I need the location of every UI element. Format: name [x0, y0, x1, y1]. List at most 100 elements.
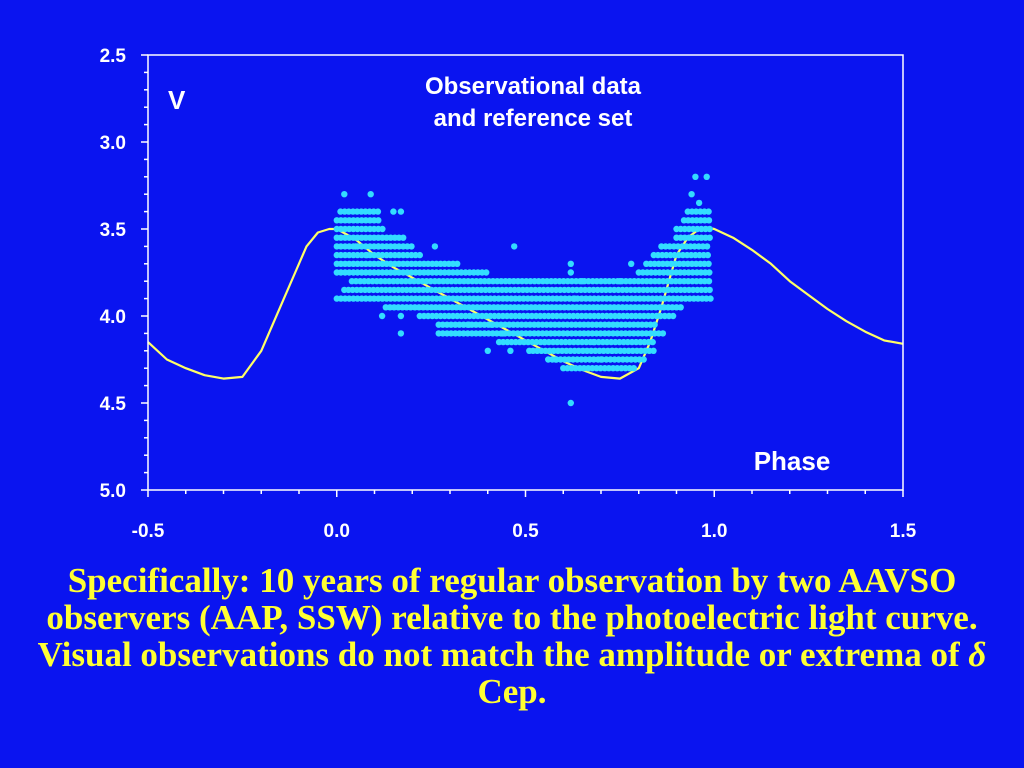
observation-point — [659, 330, 667, 337]
observation-point — [650, 347, 657, 354]
observation-point — [705, 278, 713, 285]
x-tick-label: 0.0 — [324, 521, 350, 542]
observation-point — [363, 251, 371, 259]
y-tick-label: 2.5 — [100, 46, 127, 67]
observation-point — [454, 260, 461, 267]
observation-point — [375, 243, 382, 250]
reference-curve-line — [147, 226, 904, 380]
observation-point — [703, 173, 710, 180]
observation-point — [499, 330, 506, 337]
observation-point — [567, 399, 574, 407]
observation-row — [333, 260, 712, 267]
observation-point — [695, 199, 703, 207]
observation-point — [352, 243, 359, 250]
observation-point — [688, 191, 695, 198]
chart-title-line: and reference set — [434, 105, 633, 132]
observation-point — [526, 347, 533, 354]
caption-main-text: Specifically: 10 years of regular observ… — [37, 561, 978, 674]
labels-group: 2.5 3.0 3.5 4.0 4.5 5.0 -0.5 0.0 0.5 1.0 1.5 Observ… — [100, 46, 917, 542]
observation-point — [597, 356, 605, 363]
y-tick-label: 5.0 — [100, 481, 126, 502]
observation-point — [651, 321, 658, 328]
observation-row — [333, 243, 711, 250]
observation-row — [545, 356, 647, 363]
x-tick-label: 1.0 — [701, 521, 727, 542]
observation-point — [578, 278, 586, 285]
observation-point — [609, 347, 616, 354]
y-tick-label: 3.0 — [100, 133, 126, 154]
observation-point — [400, 234, 407, 241]
observation-row — [348, 278, 713, 285]
observation-point — [706, 286, 713, 294]
observation-point — [616, 278, 624, 285]
observation-row — [341, 286, 713, 294]
observation-point — [397, 312, 405, 320]
x-tick-label: -0.5 — [132, 521, 165, 542]
observation-row — [435, 330, 667, 337]
observation-point — [706, 269, 713, 276]
observation-row — [495, 338, 656, 346]
observation-point — [390, 208, 397, 215]
observation-row — [333, 234, 713, 241]
observation-point — [507, 347, 514, 354]
axes-group — [141, 54, 904, 497]
observation-point — [705, 217, 713, 224]
observation-point — [341, 191, 348, 198]
observation-point — [541, 338, 548, 346]
observation-point — [397, 208, 405, 215]
observation-point — [567, 260, 574, 267]
observation-point — [511, 243, 518, 250]
observation-point — [397, 330, 405, 337]
observation-row — [337, 208, 712, 215]
x-tick-label: 1.5 — [890, 521, 917, 542]
observation-point — [706, 234, 713, 241]
observation-point — [692, 173, 699, 180]
caption-delta-symbol: δ — [968, 635, 987, 674]
observations-group — [333, 173, 714, 407]
x-axis-label: Phase — [754, 446, 831, 476]
observation-row — [333, 251, 711, 259]
observation-point — [669, 312, 677, 320]
observation-point — [705, 208, 712, 215]
observation-point — [705, 260, 712, 267]
y-tick-label: 4.0 — [100, 307, 126, 328]
observation-point — [703, 243, 711, 250]
observation-point — [706, 225, 713, 233]
y-axis-label: V — [168, 85, 186, 115]
observation-row — [333, 217, 713, 224]
light-curve-chart: 2.5 3.0 3.5 4.0 4.5 5.0 -0.5 0.0 0.5 1.0 1.5 Observ… — [100, 46, 917, 542]
observation-point — [628, 260, 635, 267]
y-tick-label: 4.5 — [100, 394, 127, 415]
observation-point — [571, 295, 578, 302]
observation-point — [374, 208, 382, 215]
observation-point — [375, 217, 382, 224]
observation-point — [431, 243, 439, 250]
observation-point — [630, 365, 637, 372]
observation-point — [488, 321, 495, 328]
observation-point — [416, 251, 423, 259]
observation-point — [640, 356, 647, 363]
observation-point — [567, 269, 574, 276]
x-tick-label: 0.5 — [512, 521, 539, 542]
slide-caption: Specifically: 10 years of regular observ… — [20, 562, 1004, 710]
observation-row — [560, 365, 637, 372]
observation-row — [382, 304, 684, 311]
observation-point — [379, 225, 386, 233]
observation-row — [333, 295, 714, 302]
observation-point — [367, 191, 374, 198]
observation-row — [333, 269, 713, 276]
observation-row — [416, 312, 677, 320]
observation-point — [590, 338, 597, 346]
observation-point — [408, 243, 415, 250]
observation-row — [333, 225, 713, 233]
reference-curve-group — [147, 226, 904, 380]
observation-point — [677, 304, 684, 311]
observation-point — [465, 321, 473, 328]
observation-point — [552, 356, 559, 363]
observation-point — [707, 295, 714, 302]
observation-point — [704, 251, 711, 259]
chart-title-line: Observational data — [425, 73, 642, 100]
observation-row — [529, 347, 657, 354]
caption-end-text: Cep. — [477, 672, 547, 711]
observation-point — [649, 338, 656, 346]
